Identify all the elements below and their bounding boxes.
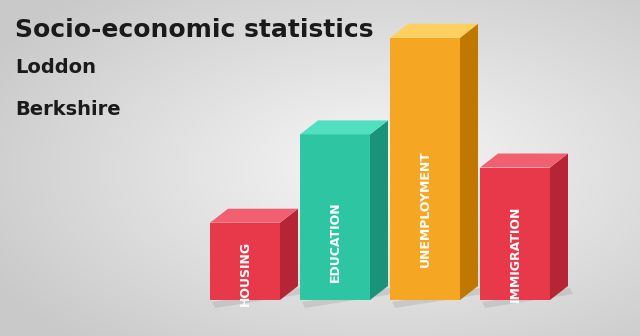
Polygon shape (480, 154, 568, 168)
Polygon shape (280, 209, 298, 300)
Polygon shape (550, 154, 568, 300)
Text: Loddon: Loddon (15, 58, 96, 77)
Text: HOUSING: HOUSING (239, 240, 252, 305)
Polygon shape (302, 288, 393, 308)
Polygon shape (212, 288, 303, 308)
Text: IMMIGRATION: IMMIGRATION (509, 205, 522, 302)
Polygon shape (392, 288, 483, 308)
Polygon shape (460, 24, 478, 300)
Polygon shape (390, 24, 478, 38)
Text: Berkshire: Berkshire (15, 100, 120, 119)
Text: EDUCATION: EDUCATION (328, 202, 342, 282)
Polygon shape (210, 223, 280, 300)
Text: Socio-economic statistics: Socio-economic statistics (15, 18, 374, 42)
Polygon shape (390, 38, 460, 300)
Polygon shape (370, 120, 388, 300)
Polygon shape (210, 209, 298, 223)
Polygon shape (300, 134, 370, 300)
Polygon shape (480, 168, 550, 300)
Text: UNEMPLOYMENT: UNEMPLOYMENT (419, 150, 431, 267)
Polygon shape (482, 288, 573, 308)
Polygon shape (300, 120, 388, 134)
